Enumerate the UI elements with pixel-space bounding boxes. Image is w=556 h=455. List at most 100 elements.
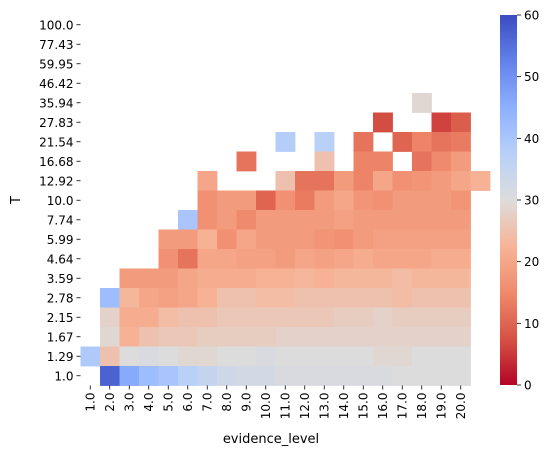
heatmap-cell — [353, 307, 374, 328]
heatmap-cell — [236, 346, 257, 367]
heatmap-cell — [275, 171, 296, 191]
heatmap-cell — [431, 151, 452, 172]
x-tick-label: 10.0 — [259, 393, 273, 420]
heatmap-cells — [80, 93, 491, 386]
heatmap-cell — [373, 327, 393, 347]
heatmap-cell — [275, 132, 296, 152]
heatmap-cell — [431, 268, 452, 289]
y-tick-label: 100.0 — [39, 18, 73, 32]
heatmap-cell — [217, 307, 237, 328]
heatmap-cell — [431, 190, 452, 211]
heatmap-cell — [451, 327, 471, 347]
heatmap-cell — [334, 288, 354, 308]
heatmap-cell — [197, 327, 218, 347]
y-tick-label: 7.74 — [47, 213, 74, 227]
heatmap-cell — [392, 366, 413, 386]
heatmap-cell — [100, 327, 120, 347]
heatmap-cell — [197, 307, 218, 328]
heatmap-cell — [451, 307, 471, 328]
heatmap-cell — [158, 229, 179, 250]
heatmap-cell — [158, 366, 179, 386]
heatmap-cell — [373, 190, 393, 211]
heatmap-cell — [275, 346, 296, 367]
heatmap-cell — [139, 366, 159, 386]
heatmap-cell — [275, 327, 296, 347]
heatmap-cell — [256, 346, 276, 367]
y-tick-label: 27.83 — [39, 116, 73, 130]
y-tick-label: 2.15 — [47, 311, 74, 325]
heatmap-cell — [314, 307, 335, 328]
heatmap-cell — [178, 346, 198, 367]
heatmap-cell — [295, 327, 315, 347]
heatmap-cell — [373, 229, 393, 250]
heatmap-cell — [236, 327, 257, 347]
heatmap-cell — [334, 366, 354, 386]
x-tick-label: 6.0 — [181, 393, 195, 412]
heatmap-cell — [373, 249, 393, 269]
y-tick-label: 21.54 — [39, 135, 73, 149]
heatmap-cell — [412, 190, 432, 211]
heatmap-cell — [412, 151, 432, 172]
heatmap-cell — [373, 151, 393, 172]
heatmap-cell — [256, 366, 276, 386]
heatmap-cell — [178, 229, 198, 250]
y-axis-label: T — [9, 196, 24, 205]
colorbar-tick-label: 40 — [524, 132, 539, 146]
heatmap-cell — [314, 327, 335, 347]
heatmap-cell — [451, 229, 471, 250]
heatmap-cell — [158, 288, 179, 308]
heatmap-cell — [178, 249, 198, 269]
heatmap-cell — [392, 210, 413, 230]
heatmap-cell — [314, 171, 335, 191]
heatmap-cell — [217, 327, 237, 347]
heatmap-cell — [373, 268, 393, 289]
heatmap-cell — [197, 190, 218, 211]
x-tick-label: 19.0 — [434, 393, 448, 420]
heatmap-cell — [119, 268, 140, 289]
colorbar-tick-label: 10 — [524, 317, 539, 331]
heatmap-cell — [314, 288, 335, 308]
heatmap-cell — [412, 229, 432, 250]
heatmap-cell — [451, 366, 471, 386]
heatmap-cell — [353, 210, 374, 230]
heatmap-cell — [431, 112, 452, 133]
heatmap-cell — [178, 327, 198, 347]
heatmap-cell — [158, 307, 179, 328]
heatmap-cell — [373, 346, 393, 367]
heatmap-cell — [392, 171, 413, 191]
x-tick-label: 5.0 — [161, 393, 175, 412]
heatmap-cell — [353, 190, 374, 211]
x-axis-label: evidence_level — [223, 432, 319, 447]
heatmap-cell — [178, 210, 198, 230]
y-tick-label: 77.43 — [39, 38, 73, 52]
x-tick-label: 7.0 — [200, 393, 214, 412]
heatmap-cell — [256, 327, 276, 347]
heatmap-cell — [119, 307, 140, 328]
heatmap-cell — [275, 249, 296, 269]
heatmap-cell — [314, 210, 335, 230]
colorbar-ticks: 0 10 20 30 40 50 60 — [517, 9, 539, 393]
heatmap-cell — [295, 268, 315, 289]
heatmap-cell — [334, 268, 354, 289]
heatmap-cell — [256, 229, 276, 250]
heatmap-cell — [431, 132, 452, 152]
heatmap-cell — [373, 307, 393, 328]
heatmap-cell — [217, 366, 237, 386]
heatmap-cell — [431, 249, 452, 269]
heatmap-cell — [178, 307, 198, 328]
heatmap-cell — [412, 210, 432, 230]
x-tick-label: 15.0 — [356, 393, 370, 420]
x-tick-label: 4.0 — [142, 393, 156, 412]
colorbar-tick-label: 0 — [524, 379, 532, 393]
heatmap-cell — [295, 346, 315, 367]
heatmap-cell — [353, 151, 374, 172]
heatmap-cell — [412, 346, 432, 367]
heatmap-cell — [353, 229, 374, 250]
heatmap-cell — [295, 288, 315, 308]
heatmap-cell — [451, 171, 471, 191]
heatmap-cell — [197, 268, 218, 289]
heatmap-cell — [314, 346, 335, 367]
heatmap-cell — [217, 268, 237, 289]
y-tick-label: 1.0 — [54, 369, 73, 383]
